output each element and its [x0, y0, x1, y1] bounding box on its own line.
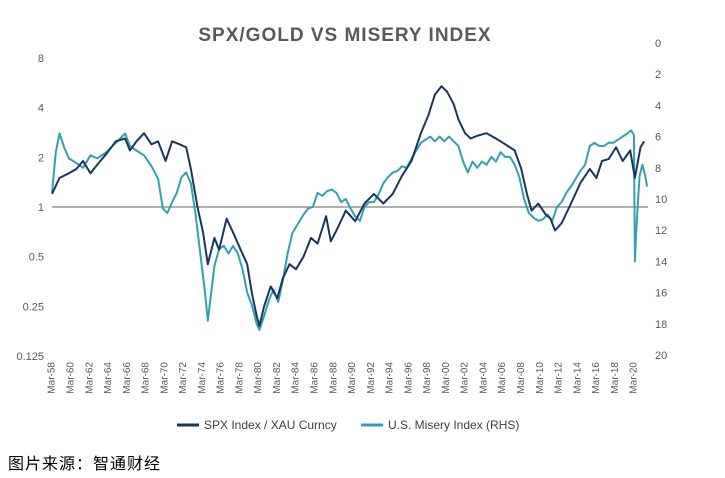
- source-caption: 图片来源：智通财经: [8, 454, 162, 473]
- right-tick-label: 12: [655, 225, 667, 237]
- x-tick-label: Mar-08: [516, 362, 527, 394]
- legend: SPX Index / XAU Curncy U.S. Misery Index …: [177, 418, 519, 432]
- right-tick-label: 14: [655, 256, 667, 268]
- left-tick-label: 0.125: [16, 351, 44, 363]
- right-tick-label: 16: [655, 288, 667, 300]
- x-tick-label: Mar-92: [366, 362, 377, 394]
- right-tick-label: 8: [655, 163, 661, 175]
- x-tick-label: Mar-88: [328, 362, 339, 394]
- x-tick-label: Mar-66: [122, 362, 133, 394]
- right-tick-label: 10: [655, 194, 667, 206]
- x-tick-label: Mar-62: [84, 362, 95, 394]
- x-tick-label: Mar-86: [310, 362, 321, 394]
- x-tick-label: Mar-96: [403, 362, 414, 394]
- right-tick-label: 4: [655, 100, 661, 112]
- left-axis-ticks: 8 4 2 1 0.5 0.25 0.125: [16, 53, 44, 363]
- x-tick-label: Mar-20: [629, 362, 640, 394]
- x-tick-label: Mar-80: [253, 362, 264, 394]
- left-tick-label: 0.25: [23, 301, 44, 313]
- series-group: [51, 85, 649, 331]
- x-tick-label: Mar-94: [385, 362, 396, 394]
- x-tick-label: Mar-06: [497, 362, 508, 394]
- x-tick-label: Mar-00: [441, 362, 452, 394]
- x-tick-label: Mar-68: [141, 362, 152, 394]
- x-tick-label: Mar-84: [291, 362, 302, 394]
- x-tick-label: Mar-10: [535, 362, 546, 394]
- left-tick-label: 0.5: [29, 252, 44, 264]
- x-tick-label: Mar-18: [610, 362, 621, 394]
- x-tick-label: Mar-14: [572, 362, 583, 394]
- legend-label: U.S. Misery Index (RHS): [388, 418, 519, 432]
- chart-svg: SPX/GOLD VS MISERY INDEX 8 4 2 1 0.5 0.25 0.12…: [16, 25, 667, 432]
- x-tick-label: Mar-76: [216, 362, 227, 394]
- x-tick-label: Mar-16: [591, 362, 602, 394]
- legend-label: SPX Index / XAU Curncy: [204, 418, 337, 432]
- spx-gold-ratio-line: [51, 85, 646, 327]
- right-tick-label: 18: [655, 319, 667, 331]
- left-tick-label: 2: [38, 152, 44, 164]
- x-tick-label: Mar-90: [347, 362, 358, 394]
- right-tick-label: 0: [655, 38, 661, 50]
- x-tick-label: Mar-98: [422, 362, 433, 394]
- x-tick-label: Mar-04: [478, 362, 489, 394]
- x-tick-label: Mar-78: [234, 362, 245, 394]
- right-tick-label: 20: [655, 350, 667, 362]
- right-tick-label: 2: [655, 69, 661, 81]
- x-tick-label: Mar-82: [272, 362, 283, 394]
- right-axis-ticks: 0 2 4 6 8 10 12 14 16 18 20: [655, 38, 667, 362]
- x-axis-ticks: Mar-58 Mar-60 Mar-62 Mar-64 Mar-66 Mar-68 Mar-…: [47, 362, 640, 394]
- x-tick-label: Mar-58: [47, 362, 58, 394]
- x-tick-label: Mar-12: [554, 362, 565, 394]
- right-tick-label: 6: [655, 132, 661, 144]
- x-tick-label: Mar-72: [178, 362, 189, 394]
- left-tick-label: 8: [38, 53, 44, 65]
- left-tick-label: 4: [38, 103, 44, 115]
- x-tick-label: Mar-74: [197, 362, 208, 394]
- misery-index-line: [51, 129, 649, 331]
- x-tick-label: Mar-60: [65, 362, 76, 394]
- left-tick-label: 1: [38, 202, 44, 214]
- chart-title: SPX/GOLD VS MISERY INDEX: [198, 25, 491, 46]
- x-tick-label: Mar-70: [159, 362, 170, 394]
- x-tick-label: Mar-64: [103, 362, 114, 394]
- x-tick-label: Mar-02: [460, 362, 471, 394]
